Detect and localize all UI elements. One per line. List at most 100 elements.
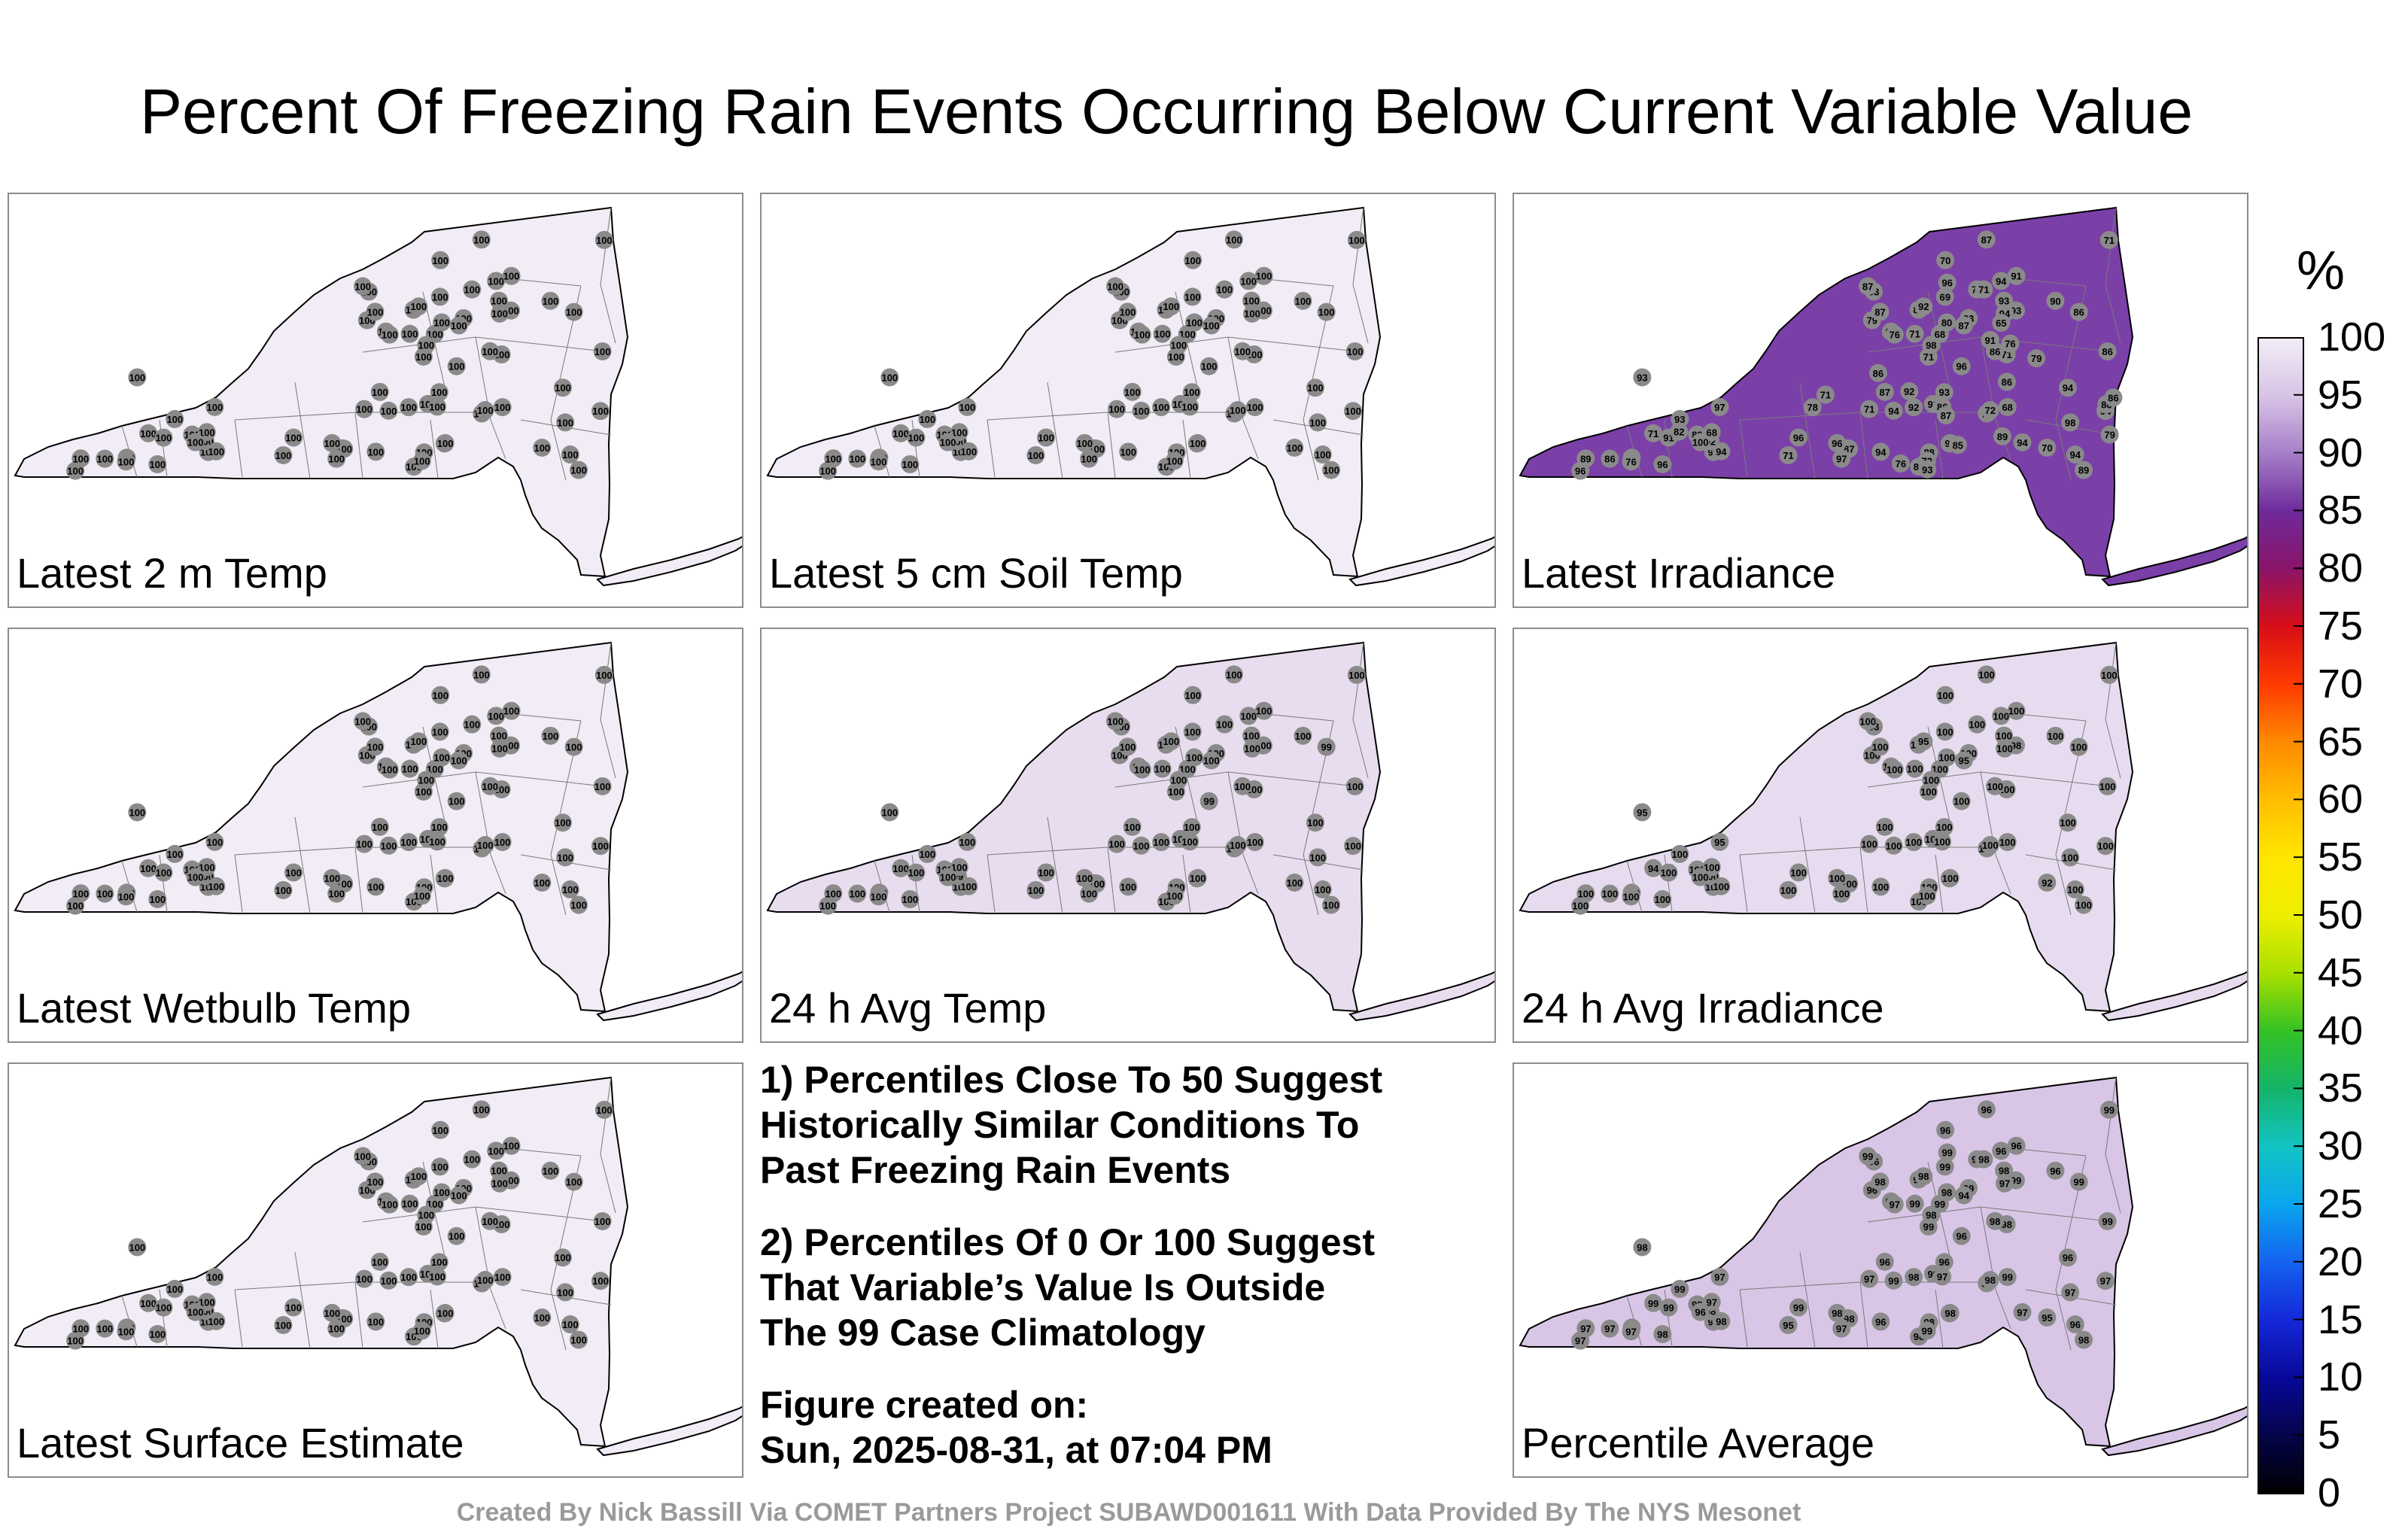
station-marker: 100 xyxy=(472,665,491,684)
station-value: 100 xyxy=(1184,291,1201,302)
station-marker: 100 xyxy=(1935,818,1953,837)
station-value: 100 xyxy=(1256,271,1272,282)
station-value: 96 xyxy=(1875,1316,1886,1327)
station-value: 94 xyxy=(1996,275,2007,287)
station-marker: 100 xyxy=(1162,732,1181,751)
station-marker: 100 xyxy=(409,732,428,751)
station-marker: 96 xyxy=(1789,428,1808,447)
station-marker: 100 xyxy=(1871,877,1890,896)
station-value: 100 xyxy=(129,807,145,818)
station-value: 98 xyxy=(1637,1242,1647,1253)
station-marker: 70 xyxy=(1936,251,1955,269)
station-value: 100 xyxy=(849,889,865,900)
station-marker: 100 xyxy=(1998,833,2017,852)
station-marker: 100 xyxy=(570,1330,588,1349)
station-marker: 99 xyxy=(1859,1147,1877,1166)
station-marker: 100 xyxy=(1986,777,2005,795)
station-value: 100 xyxy=(400,402,417,413)
station-value: 98 xyxy=(1990,1216,2000,1227)
county-boundary xyxy=(1107,847,1116,914)
station-marker: 100 xyxy=(1202,316,1221,335)
station-value: 100 xyxy=(448,361,465,372)
station-marker: 100 xyxy=(892,424,911,442)
station-marker: 100 xyxy=(1242,726,1261,745)
station-marker: 100 xyxy=(1152,398,1171,417)
station-marker: 100 xyxy=(1294,726,1312,745)
station-marker: 97 xyxy=(2096,1272,2115,1290)
station-marker: 100 xyxy=(1239,272,1258,290)
station-marker: 100 xyxy=(1905,759,1924,778)
station-value: 92 xyxy=(1908,402,1919,413)
station-value: 100 xyxy=(494,402,511,413)
station-value: 100 xyxy=(491,309,508,320)
station-marker: 97 xyxy=(1832,449,1851,468)
station-marker: 100 xyxy=(96,1319,114,1338)
station-value: 100 xyxy=(596,235,613,246)
station-value: 100 xyxy=(1919,890,1935,901)
station-value: 98 xyxy=(1984,1275,1995,1286)
station-value: 91 xyxy=(2011,271,2021,282)
station-value: 100 xyxy=(96,454,113,465)
station-marker: 100 xyxy=(1133,325,1151,344)
station-value: 100 xyxy=(1295,296,1312,307)
station-marker: 100 xyxy=(1153,759,1172,778)
county-boundary xyxy=(1182,854,1191,914)
station-value: 100 xyxy=(825,888,841,899)
station-value: 86 xyxy=(2073,307,2084,318)
ny-state-map: 1001001001001001001001001001001001001001… xyxy=(14,1076,742,1457)
station-marker: 100 xyxy=(491,1174,509,1193)
station-marker: 100 xyxy=(1224,230,1243,249)
station-value: 100 xyxy=(488,710,504,722)
station-value: 100 xyxy=(415,351,432,363)
station-value: 100 xyxy=(1076,873,1093,884)
station-marker: 90 xyxy=(2046,291,2065,310)
station-value: 100 xyxy=(1315,449,1331,460)
station-marker: 100 xyxy=(1224,665,1243,684)
station-marker: 100 xyxy=(370,1252,389,1271)
station-value: 100 xyxy=(418,774,434,786)
station-value: 100 xyxy=(140,863,157,874)
state-outline xyxy=(1519,1076,2134,1448)
station-marker: 100 xyxy=(594,230,613,249)
station-value: 100 xyxy=(328,889,345,900)
station-value: 100 xyxy=(208,881,224,892)
station-marker: 100 xyxy=(491,739,509,758)
station-value: 100 xyxy=(199,427,215,438)
station-value: 71 xyxy=(1648,428,1659,439)
station-marker: 100 xyxy=(1245,833,1264,852)
station-value: 68 xyxy=(2002,402,2012,413)
station-value: 100 xyxy=(819,901,836,912)
map-panel-24h-avg-irradiance: 1001001001001001009394929510010010010010… xyxy=(1513,628,2248,1043)
station-value: 100 xyxy=(1859,716,1876,727)
station-marker: 100 xyxy=(1026,445,1045,464)
station-marker: 100 xyxy=(205,1267,224,1286)
station-marker: 87 xyxy=(1954,316,1973,335)
station-value: 100 xyxy=(2067,884,2084,895)
station-value: 86 xyxy=(2002,376,2012,388)
county-boundary xyxy=(430,1289,439,1349)
station-value: 100 xyxy=(129,1242,145,1253)
station-value: 97 xyxy=(1999,1178,2010,1190)
map-panel-latest-5cm-soil-temp: 100 100 100 100 100 100 100 100 100 100 100 100 100 1… xyxy=(760,193,1496,608)
station-value: 100 xyxy=(1601,889,1618,900)
station-value: 78 xyxy=(1807,402,1817,413)
panel-label: 24 h Avg Temp xyxy=(769,984,1047,1032)
station-marker: 100 xyxy=(880,368,899,387)
station-value: 96 xyxy=(1956,361,1966,372)
station-marker: 100 xyxy=(1285,438,1304,457)
station-marker: 93 xyxy=(1918,460,1937,479)
station-marker: 100 xyxy=(1188,868,1207,887)
station-marker: 100 xyxy=(355,834,374,853)
station-marker: 100 xyxy=(417,771,436,789)
station-value: 100 xyxy=(140,428,157,439)
station-marker: 100 xyxy=(284,863,303,882)
station-marker: 98 xyxy=(1914,1167,1933,1186)
panel-label: Latest Wetbulb Temp xyxy=(17,984,412,1032)
station-marker: 100 xyxy=(117,1322,135,1341)
station-marker: 100 xyxy=(327,449,346,468)
station-value: 100 xyxy=(1190,438,1206,449)
station-value: 100 xyxy=(328,1324,345,1335)
state-outline xyxy=(1519,641,2134,1013)
station-value: 100 xyxy=(1905,837,1922,848)
station-marker: 100 xyxy=(430,1253,448,1272)
